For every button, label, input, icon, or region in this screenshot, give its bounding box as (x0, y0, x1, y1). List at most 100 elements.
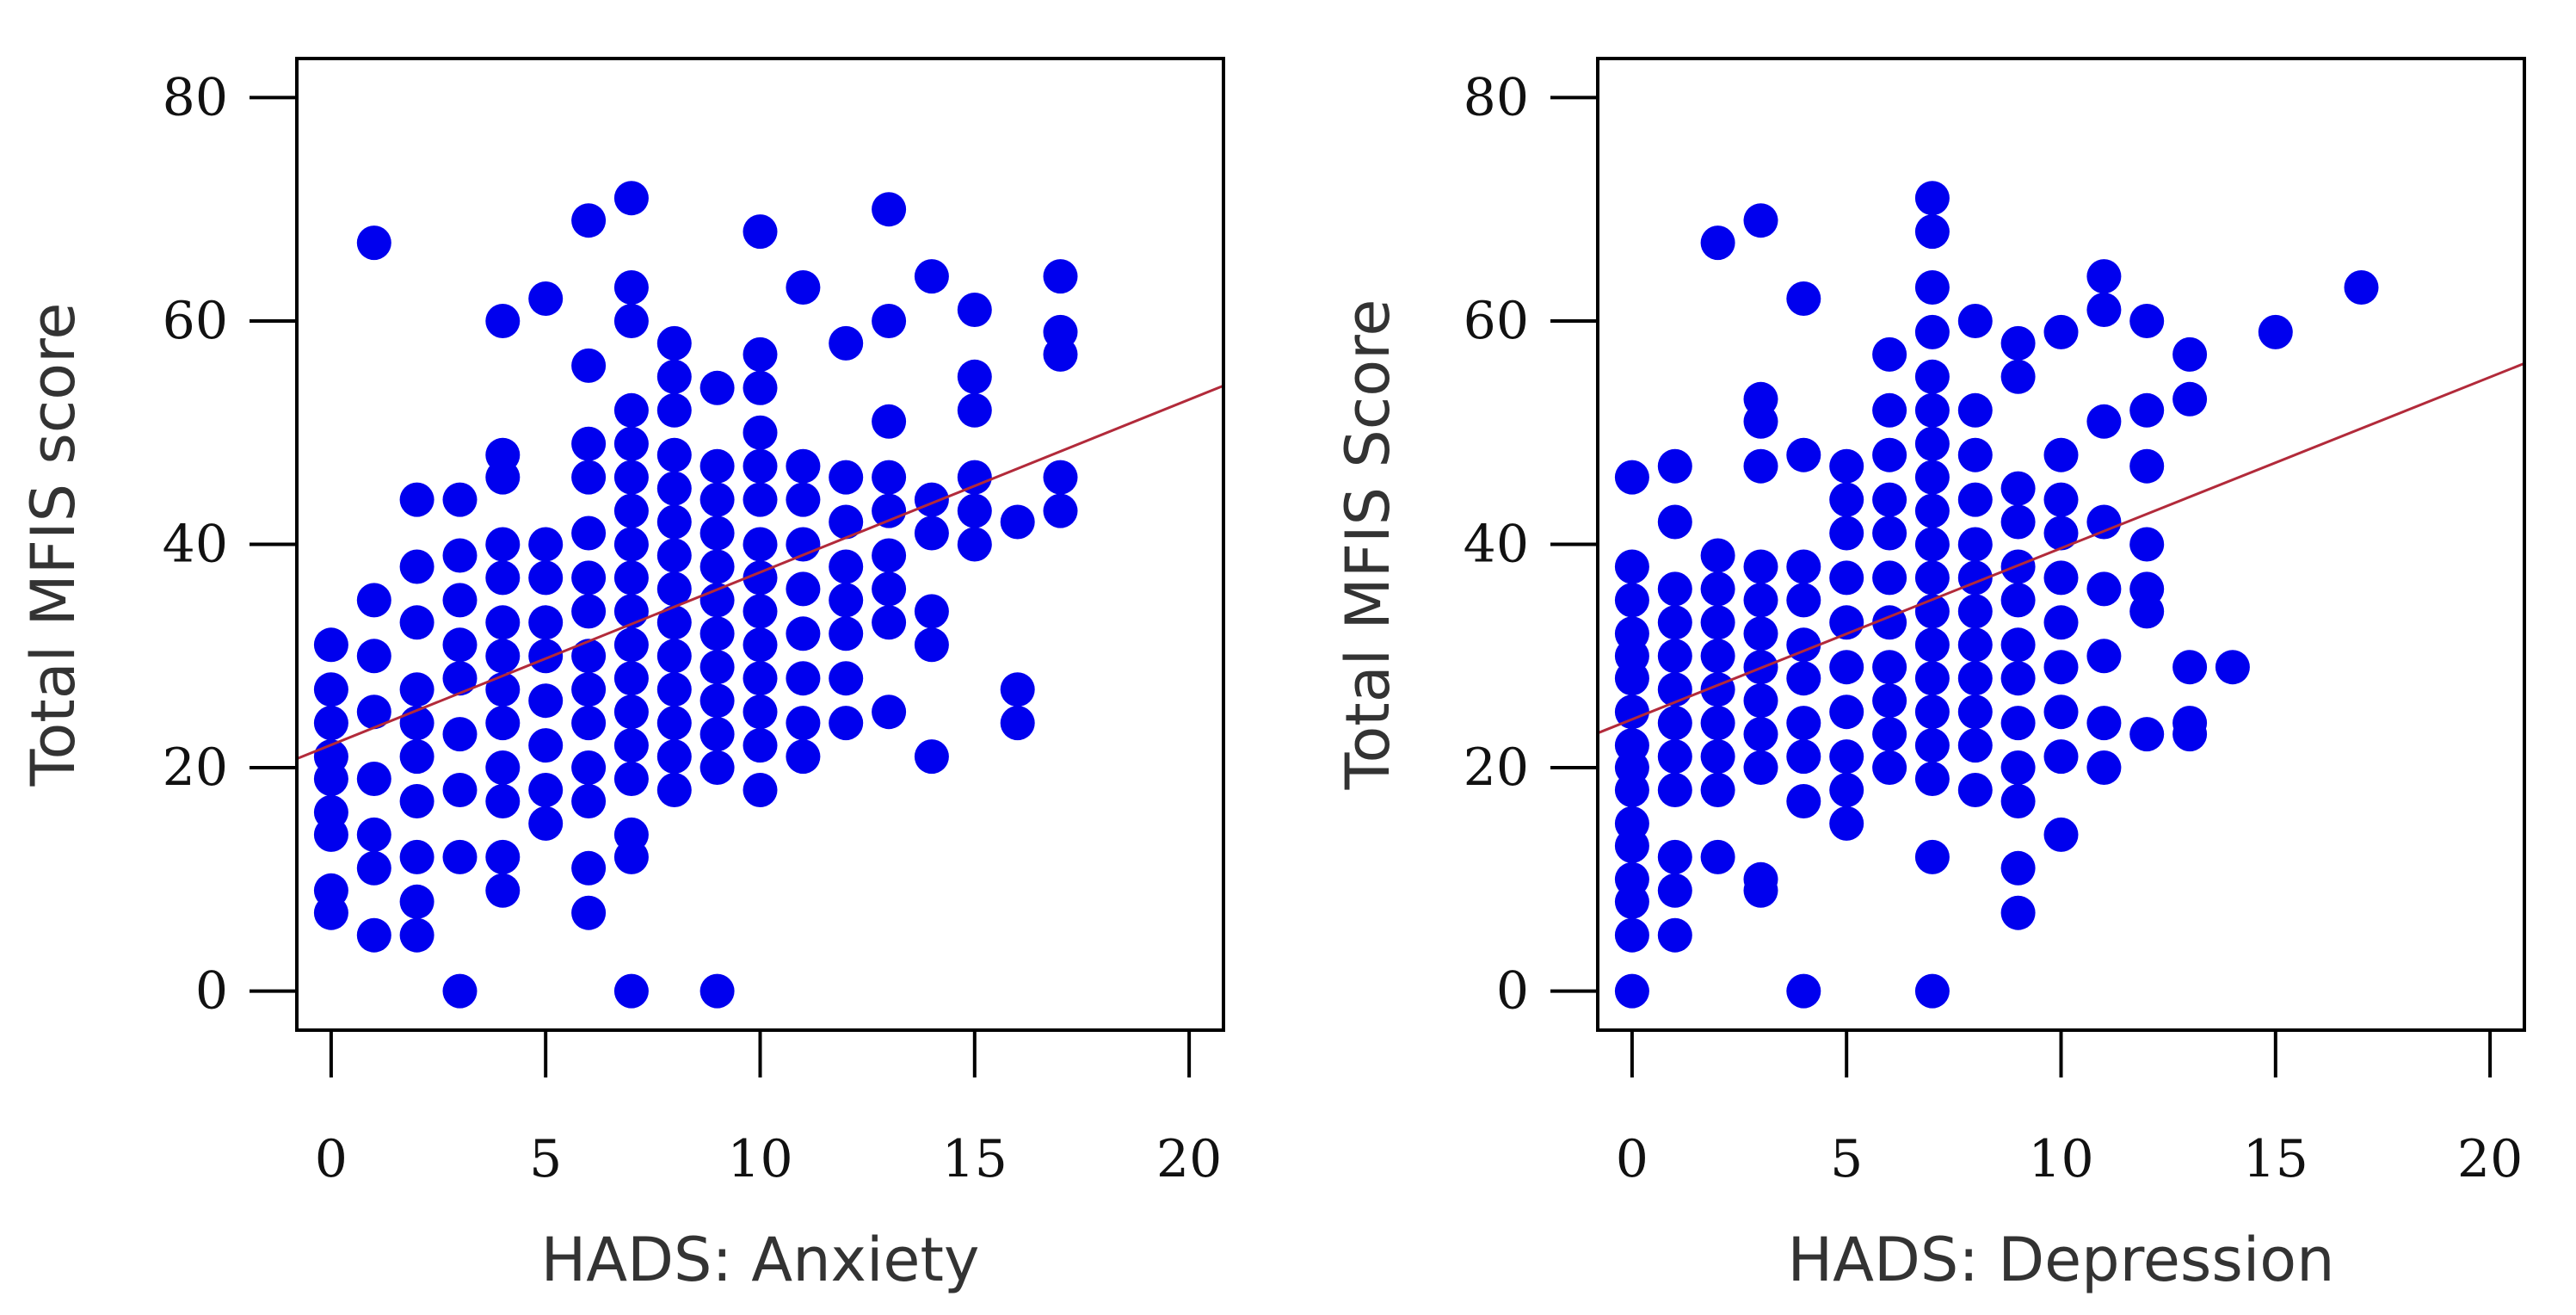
anxiety-data-point (656, 639, 692, 674)
depression-data-point (1957, 728, 1993, 763)
anxiety-data-point (485, 750, 521, 785)
depression-y-tick-label: 40 (1464, 515, 1529, 575)
depression-data-point (2086, 706, 2122, 741)
depression-data-point (1872, 437, 1907, 472)
depression-data-point (1657, 873, 1692, 908)
depression-data-point (2043, 560, 2079, 596)
depression-y-axis: 0 20 40 60 80 (1464, 67, 1598, 1022)
depression-data-point (1957, 482, 1993, 517)
anxiety-data-point (571, 672, 607, 707)
anxiety-y-tick-label: 40 (163, 515, 228, 575)
depression-data-point (1743, 448, 1778, 484)
depression-data-point (1786, 281, 1821, 316)
depression-y-tick-label: 60 (1464, 291, 1529, 351)
depression-panel: 0 20 40 60 80 0 5 10 15 20 HADS: Depression Tota… (1333, 57, 2526, 1295)
anxiety-data-point (1043, 259, 1078, 294)
depression-data-point (1872, 750, 1907, 785)
depression-data-point (1872, 650, 1907, 685)
anxiety-data-point (829, 583, 864, 618)
depression-data-point (2043, 695, 2079, 730)
anxiety-data-point (571, 750, 607, 785)
depression-data-point (2086, 571, 2122, 607)
anxiety-data-point (786, 571, 821, 607)
depression-data-point (2086, 259, 2122, 294)
anxiety-data-point (613, 762, 649, 796)
anxiety-data-point (957, 392, 992, 428)
anxiety-data-point (571, 560, 607, 596)
anxiety-data-point (485, 605, 521, 640)
depression-data-point (1614, 806, 1649, 841)
depression-data-point (1957, 527, 1993, 562)
anxiety-data-point (613, 270, 649, 305)
depression-data-point (1872, 392, 1907, 428)
depression-data-point (2172, 336, 2208, 372)
depression-data-point (1957, 437, 1993, 472)
depression-data-point (2000, 895, 2036, 930)
anxiety-data-point (914, 259, 949, 294)
anxiety-data-point (656, 706, 692, 741)
depression-data-point (2000, 661, 2036, 696)
anxiety-data-point (656, 571, 692, 607)
anxiety-data-point (699, 448, 735, 484)
anxiety-data-point (699, 717, 735, 752)
anxiety-data-point (613, 426, 649, 461)
depression-data-point (1657, 639, 1692, 674)
depression-y-axis-title: Total MFIS Score (1333, 299, 1403, 791)
depression-data-point (1829, 695, 1864, 730)
depression-data-point (2258, 314, 2293, 349)
depression-data-point (1657, 605, 1692, 640)
anxiety-data-point (528, 773, 564, 807)
depression-data-point (1743, 861, 1778, 897)
depression-data-point (1700, 571, 1735, 607)
depression-data-point (2043, 605, 2079, 640)
depression-data-point (1614, 549, 1649, 584)
anxiety-data-point (872, 304, 907, 338)
anxiety-data-point (872, 605, 907, 640)
anxiety-data-point (442, 538, 478, 573)
anxiety-y-tick-label: 60 (163, 291, 228, 351)
anxiety-data-point (743, 415, 778, 450)
anxiety-data-point (743, 627, 778, 663)
anxiety-data-point (528, 806, 564, 841)
anxiety-data-point (656, 538, 692, 573)
depression-data-point (1914, 973, 1950, 1009)
depression-data-point (1614, 616, 1649, 651)
depression-data-point (2086, 293, 2122, 327)
anxiety-data-point (571, 516, 607, 551)
anxiety-panel: 0 20 40 60 80 0 5 10 15 20 HADS: Anxiety Total M… (18, 57, 1225, 1295)
depression-data-point (1829, 806, 1864, 841)
anxiety-data-point (743, 661, 778, 696)
anxiety-data-point (699, 683, 735, 719)
depression-data-point (1957, 773, 1993, 807)
depression-data-point (1829, 516, 1864, 551)
anxiety-data-point (313, 627, 348, 663)
depression-data-point (1957, 627, 1993, 663)
depression-x-tick-label: 15 (2243, 1129, 2308, 1189)
depression-data-point (1614, 861, 1649, 897)
depression-data-point (2086, 750, 2122, 785)
anxiety-data-point (957, 460, 992, 495)
anxiety-data-point (571, 639, 607, 674)
depression-data-point (2000, 471, 2036, 506)
anxiety-data-point (914, 516, 949, 551)
anxiety-data-point (485, 527, 521, 562)
depression-data-point (1700, 839, 1735, 874)
anxiety-x-tick-label: 0 (315, 1129, 348, 1189)
depression-data-point (1914, 762, 1950, 796)
anxiety-data-point (656, 359, 692, 394)
anxiety-data-point (656, 471, 692, 506)
anxiety-data-point (485, 560, 521, 596)
anxiety-data-points (313, 181, 1078, 1009)
anxiety-x-tick-label: 10 (727, 1129, 792, 1189)
anxiety-x-axis-title: HADS: Anxiety (541, 1225, 980, 1295)
depression-data-point (1614, 973, 1649, 1009)
anxiety-data-point (571, 426, 607, 461)
anxiety-data-point (485, 706, 521, 741)
depression-data-point (2129, 392, 2165, 428)
depression-data-point (2000, 706, 2036, 741)
anxiety-data-point (699, 549, 735, 584)
anxiety-data-point (699, 973, 735, 1009)
depression-data-point (1829, 560, 1864, 596)
depression-data-point (2172, 650, 2208, 685)
